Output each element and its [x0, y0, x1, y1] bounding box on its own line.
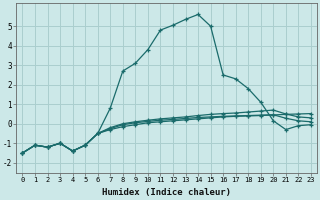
X-axis label: Humidex (Indice chaleur): Humidex (Indice chaleur) — [102, 188, 231, 197]
